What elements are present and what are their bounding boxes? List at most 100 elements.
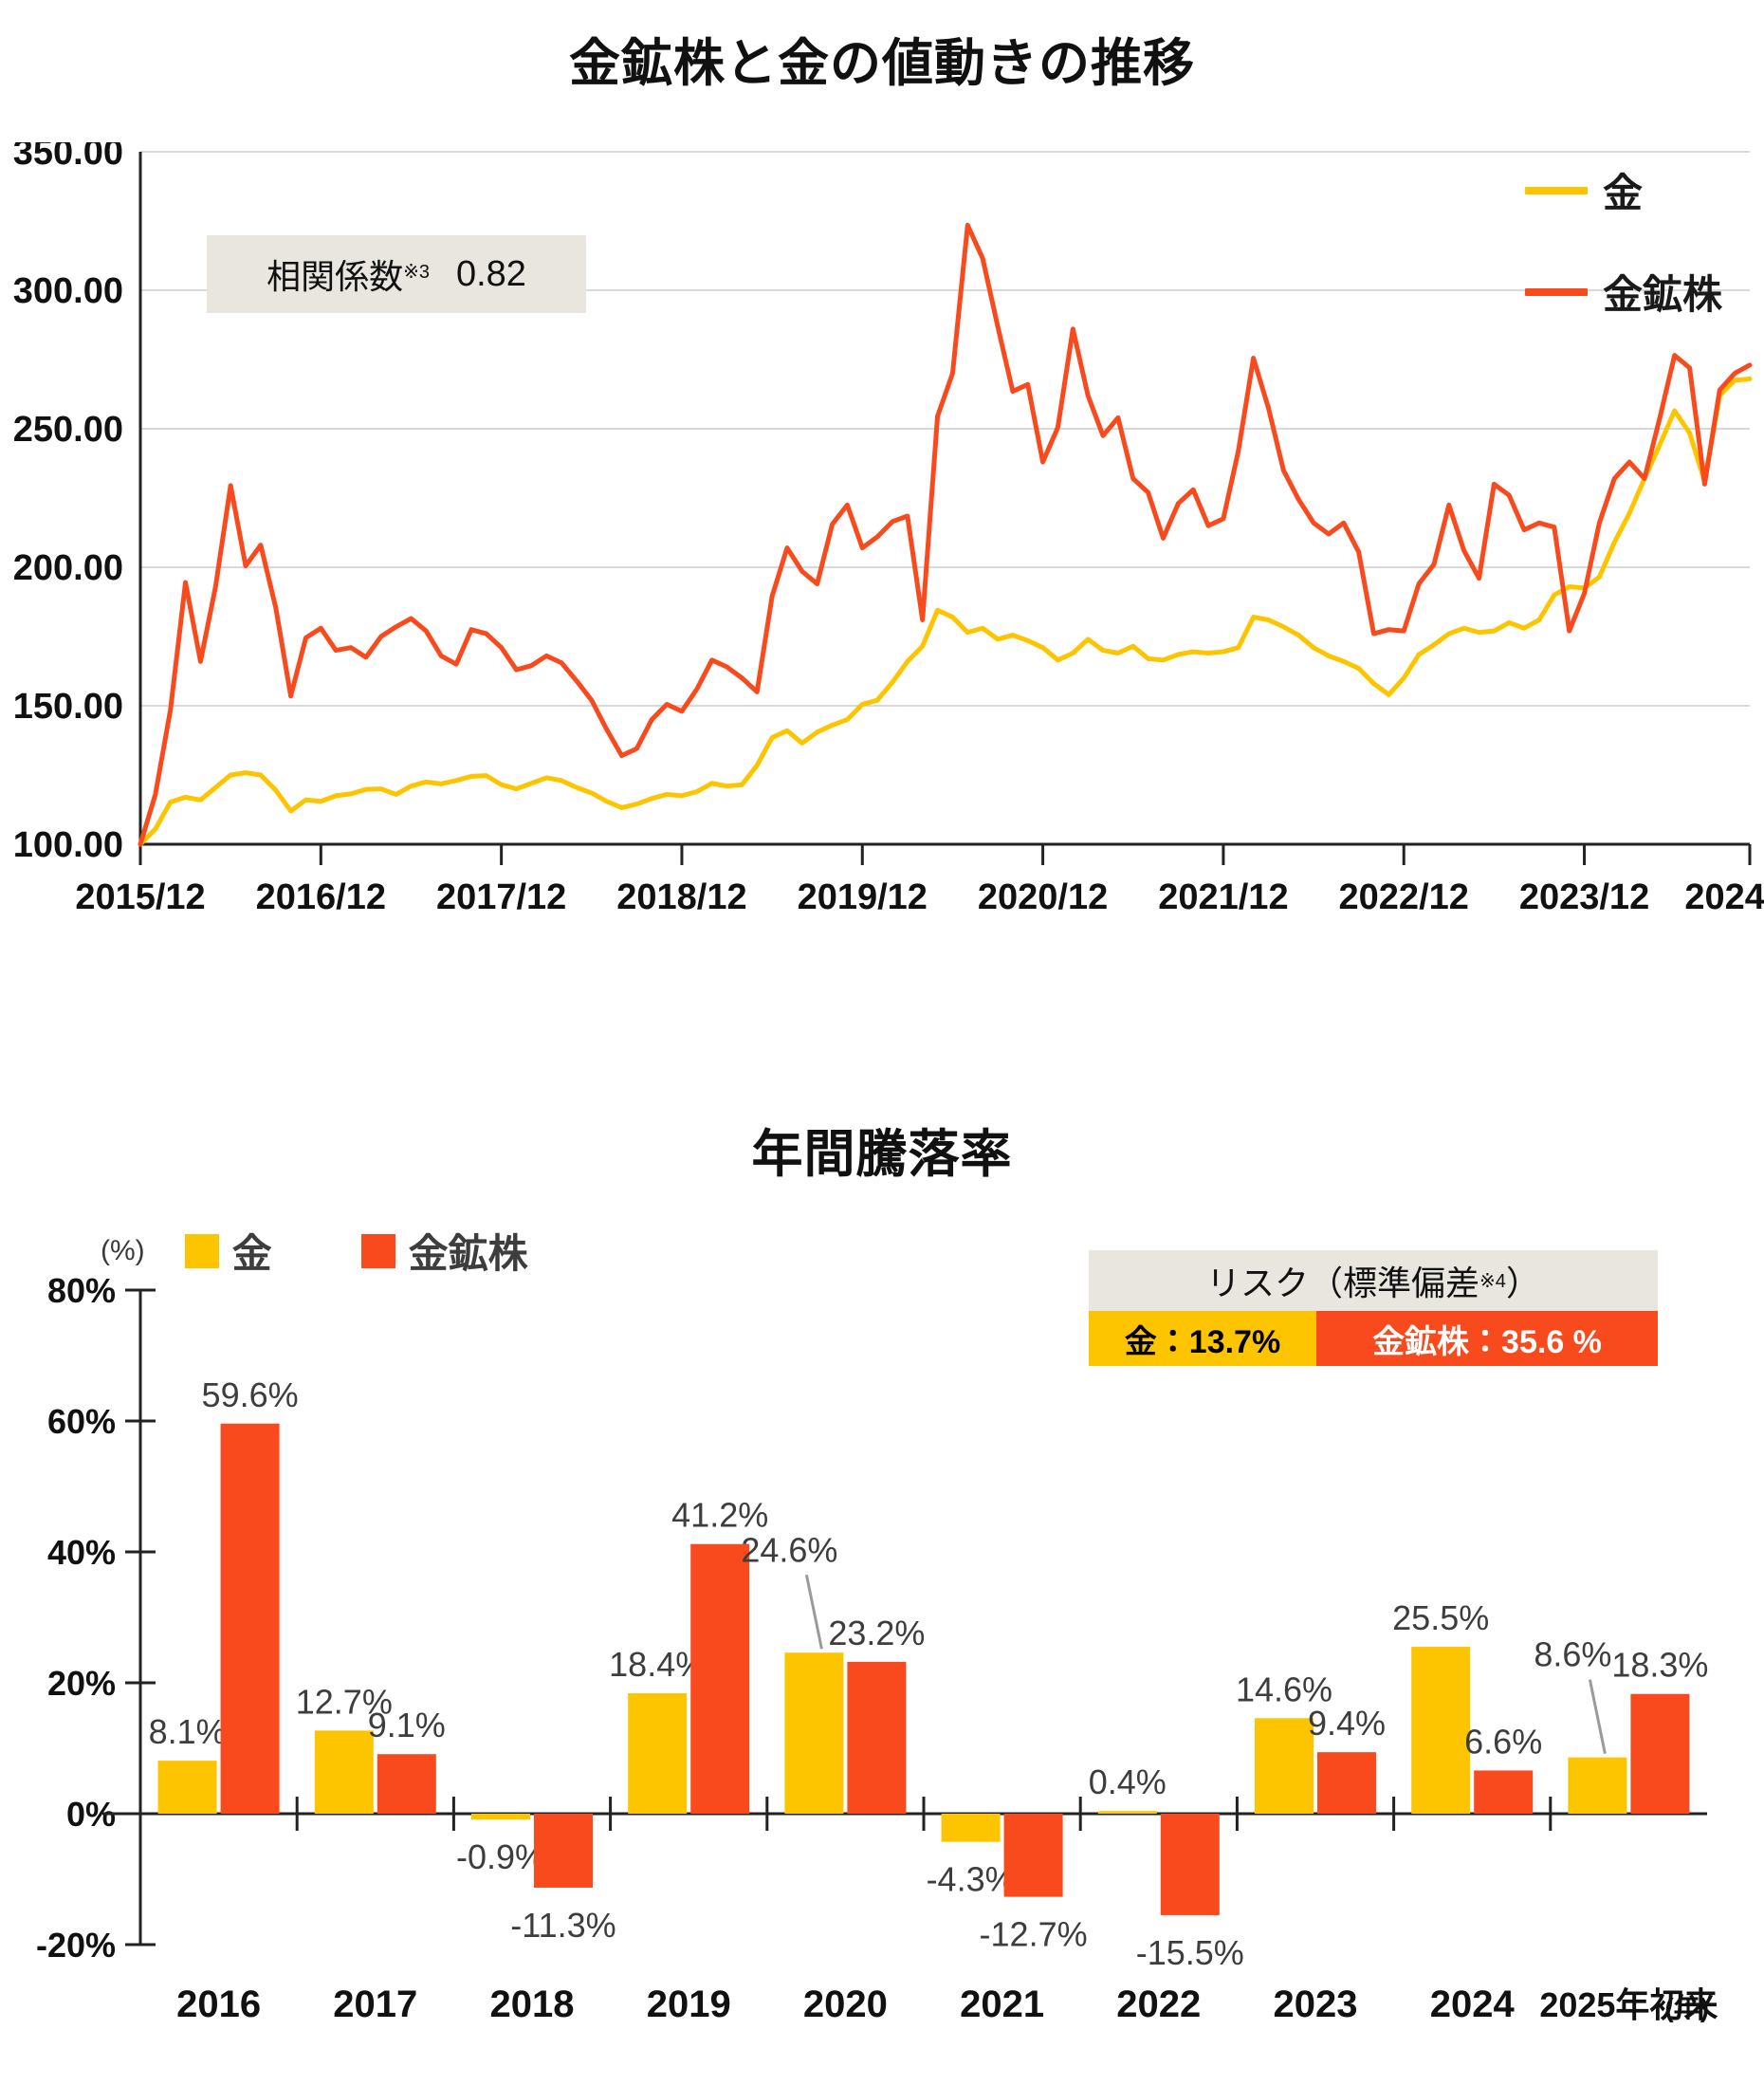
bar-legend-swatch-miner	[360, 1233, 395, 1268]
bar-value-label: 18.4%	[609, 1645, 706, 1684]
bar-label-leader-line	[804, 1574, 823, 1650]
bar-miner	[847, 1661, 907, 1814]
bar-value-label: 6.6%	[1464, 1722, 1542, 1761]
x-axis-tick-label: 2015/12	[75, 877, 205, 917]
bar-gold	[1097, 1811, 1157, 1814]
bar-value-label: 18.3%	[1611, 1646, 1708, 1685]
bar-y-axis-tick-label: 20%	[47, 1664, 116, 1703]
risk-box-heading: リスク（標準偏差 ※4）	[1089, 1250, 1658, 1311]
risk-value-miner: 金鉱株：35.6 %	[1316, 1311, 1658, 1366]
bar-gold	[157, 1761, 217, 1814]
bar-unit-label: (%)	[101, 1234, 145, 1266]
bar-y-axis-tick-label: 40%	[47, 1533, 116, 1572]
y-axis-tick-label: 250.00	[13, 410, 123, 450]
bar-value-label: 9.4%	[1308, 1704, 1386, 1743]
bar-value-label: -4.3%	[927, 1860, 1016, 1899]
bar-y-axis-tick-label: 80%	[47, 1271, 116, 1310]
risk-heading-note: ※4	[1479, 1270, 1506, 1292]
bar-chart-title: 年間騰落率	[751, 1126, 1013, 1183]
bar-category-label: 2023	[1274, 1984, 1358, 2025]
legend-item-gold: 金	[1524, 161, 1722, 219]
bar-category-label: 2024	[1430, 1984, 1516, 2025]
y-axis-tick-label: 100.00	[13, 825, 123, 865]
bar-legend-label-miner: 金鉱株	[408, 1231, 528, 1276]
bar-chart: -20% 0% 20% 40% 60% 80% 8.1% 59.6% 2016 12.7% 9.1%…	[0, 1224, 1764, 2058]
bar-value-label: 41.2%	[671, 1496, 768, 1535]
bar-value-label: -0.9%	[456, 1837, 545, 1876]
x-axis-tick-label: 2024/12	[1684, 877, 1764, 917]
x-axis-tick-label: 2019/12	[798, 877, 928, 917]
x-axis-tick-label: 2018/12	[616, 877, 746, 917]
correlation-label: 相関係数※3	[266, 249, 430, 299]
risk-heading-close: ）	[1505, 1264, 1540, 1302]
bar-label-leader-line	[1588, 1679, 1607, 1754]
bar-miner	[220, 1423, 280, 1814]
legend-label-miner: 金鉱株	[1602, 272, 1722, 317]
bar-chart-legend: (%) 金 金鉱株	[101, 1222, 528, 1280]
bar-miner	[1317, 1752, 1376, 1814]
y-axis-tick-label: 300.00	[13, 271, 123, 311]
correlation-box: 相関係数※3 0.82	[207, 235, 586, 313]
bar-value-label: 25.5%	[1392, 1598, 1489, 1637]
bar-miner	[377, 1754, 436, 1814]
x-axis-tick-label: 2023/12	[1519, 877, 1649, 917]
bar-value-label: -15.5%	[1136, 1933, 1244, 1972]
bar-miner	[1160, 1814, 1220, 1915]
bar-value-label: 8.1%	[149, 1712, 227, 1751]
bar-miner	[1003, 1814, 1063, 1897]
legend-swatch-gold	[1524, 186, 1588, 194]
bar-value-label: 8.6%	[1534, 1635, 1611, 1674]
legend-swatch-miner	[1524, 287, 1588, 296]
legend-item-miner: 金鉱株	[1524, 263, 1722, 321]
x-axis-tick-label: 2021/12	[1158, 877, 1288, 917]
x-axis-tick-label: 2022/12	[1339, 877, 1469, 917]
bar-value-label: 14.6%	[1236, 1670, 1332, 1708]
legend-label-gold: 金	[1602, 171, 1643, 215]
bar-legend-item-miner: 金鉱株	[360, 1222, 528, 1280]
correlation-label-text: 相関係数	[266, 257, 404, 296]
bar-legend-swatch-gold	[184, 1233, 219, 1268]
bar-legend-item-gold: 金	[184, 1222, 272, 1280]
bar-miner	[1474, 1770, 1534, 1814]
bar-gold	[314, 1730, 374, 1814]
line-chart-svg: 100.00 150.00 200.00 250.00 300.00 350.00 2015…	[13, 142, 1764, 917]
bar-value-label: 24.6%	[741, 1530, 837, 1569]
bar-category-label: 2021	[960, 1984, 1044, 2025]
bar-value-label: 0.4%	[1089, 1762, 1167, 1801]
x-axis-tick-label: 2020/12	[978, 877, 1108, 917]
bar-miner	[690, 1543, 750, 1814]
bar-y-axis-tick-label: -20%	[36, 1926, 116, 1965]
bar-value-label: 9.1%	[368, 1706, 446, 1744]
y-axis-tick-label: 150.00	[13, 687, 123, 727]
bar-gold	[1568, 1757, 1627, 1814]
line-chart-legend: 金 金鉱株	[1524, 161, 1722, 321]
risk-box-values: 金：13.7% 金鉱株：35.6 %	[1089, 1311, 1658, 1366]
line-series-miner	[138, 222, 1753, 847]
bar-category-label: 2016	[176, 1984, 261, 2025]
bar-category-label: 2020	[803, 1984, 888, 2025]
bar-category-label: 2018	[490, 1984, 575, 2025]
bar-gold	[1255, 1718, 1314, 1814]
bar-category-label: 2022	[1116, 1984, 1201, 2025]
x-axis-tick-label: 2017/12	[436, 877, 566, 917]
line-series-gold	[138, 376, 1753, 847]
bar-miner	[1630, 1693, 1690, 1814]
bar-gold	[471, 1814, 530, 1820]
bar-axis-unit-label: (年)	[1664, 1992, 1709, 2022]
bar-chart-svg: -20%0%20%40%60%80%8.1%59.6%201612.7%9.1%…	[36, 1271, 1718, 2025]
line-chart: 100.00 150.00 200.00 250.00 300.00 350.00 2015…	[0, 142, 1764, 1043]
line-chart-title: 金鉱株と金の値動きの推移	[569, 35, 1195, 92]
bar-y-axis-tick-label: 60%	[47, 1402, 116, 1441]
bar-value-label: 12.7%	[296, 1682, 393, 1721]
bar-value-label: -12.7%	[980, 1915, 1088, 1954]
x-axis-tick-label: 2016/12	[256, 877, 386, 917]
bar-category-label: 2019	[647, 1984, 731, 2025]
bar-legend-label-gold: 金	[231, 1231, 272, 1276]
bar-value-label: 59.6%	[202, 1375, 299, 1414]
risk-heading-text: リスク（標準偏差	[1206, 1264, 1480, 1302]
bar-miner	[534, 1814, 593, 1888]
risk-box: リスク（標準偏差 ※4） 金：13.7% 金鉱株：35.6 %	[1089, 1250, 1658, 1366]
risk-value-gold: 金：13.7%	[1089, 1311, 1316, 1366]
bar-category-label: 2017	[333, 1984, 417, 2025]
bar-value-label: -11.3%	[510, 1906, 616, 1945]
